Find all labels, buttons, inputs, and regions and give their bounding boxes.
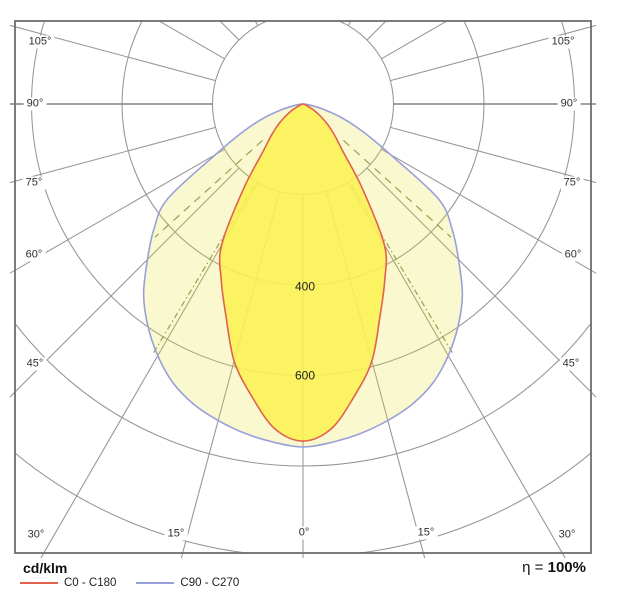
angle-label: 15° (164, 527, 188, 541)
angle-label: 90° (23, 97, 47, 111)
grid-radial-60-left (10, 148, 225, 274)
grid-radial-165-right (326, 0, 455, 17)
angle-label: 30° (24, 528, 48, 542)
legend-label: C90 - C270 (180, 577, 240, 589)
legend-swatch-line (20, 581, 58, 585)
half-value-line-48-left (154, 139, 264, 238)
angle-label: 30° (555, 528, 579, 542)
angle-label: 0° (295, 526, 313, 540)
grid-radial-45-right (366, 167, 596, 398)
grid-radial-75-right (390, 126, 596, 184)
fill-c0-c180 (219, 104, 387, 442)
angle-label: 105° (25, 35, 55, 49)
grid-radial-135-right (366, 21, 387, 41)
grid-radial-30-left (40, 182, 259, 558)
legend: C0 - C180 C90 - C270 (20, 576, 259, 590)
curve-c90-c270 (142, 103, 464, 448)
angle-label: 60° (561, 248, 585, 262)
ring-value-label: 600 (294, 368, 316, 383)
legend-entry: C0 - C180 (20, 577, 116, 589)
half-value-line-48-right (342, 139, 452, 238)
angle-label: 45° (559, 357, 583, 371)
grid-radial-75-left (10, 126, 216, 184)
angle-label: 90° (557, 97, 581, 111)
angle-label: 45° (23, 357, 47, 371)
legend-label: C0 - C180 (64, 577, 117, 589)
plot-border (14, 20, 592, 554)
grid-radial-45-left (10, 167, 240, 398)
angle-label: 75° (22, 176, 46, 190)
unit-label: cd/klm (23, 560, 68, 576)
grid-radial-105-left (10, 24, 216, 82)
efficiency-symbol: η = (522, 559, 544, 576)
efficiency-value: 100% (547, 559, 586, 576)
legend-entry: C90 - C270 (136, 577, 239, 589)
grid-radial-135-left (219, 21, 240, 41)
grid-radial-30-right (347, 182, 566, 558)
grid-radial-165-left (151, 0, 280, 17)
angle-label: 105° (548, 35, 578, 49)
curve-c0-c180 (218, 103, 388, 442)
photometric-curves (142, 103, 464, 448)
grid-radial-60-right (381, 148, 596, 274)
angle-label: 15° (414, 526, 438, 540)
ring-value-label: 400 (294, 279, 316, 294)
grid-radial-105-right (390, 24, 596, 82)
angle-label: 75° (560, 176, 584, 190)
efficiency-label: η = 100% (522, 559, 586, 576)
grid-radial-120-left (158, 21, 225, 60)
angle-label: 60° (22, 248, 46, 262)
legend-swatch-line (136, 581, 175, 585)
